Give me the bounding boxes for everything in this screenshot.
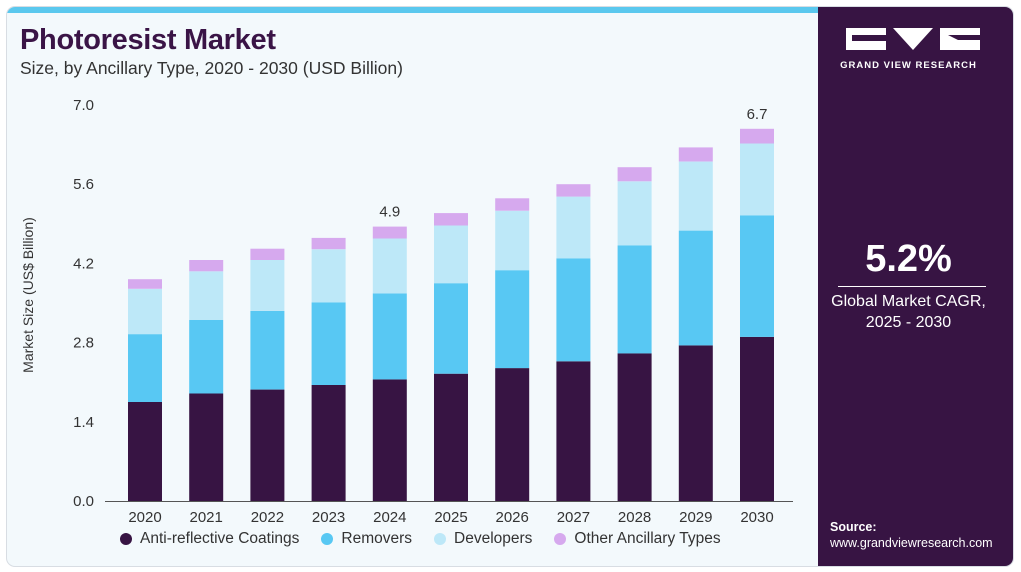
cagr-label-line2: 2025 - 2030 [865, 314, 952, 331]
legend-label: Anti-reflective Coatings [140, 530, 300, 547]
x-tick-label: 2029 [679, 509, 712, 526]
x-tick-label: 2020 [128, 509, 161, 526]
bar-segment-anti-reflective-coatings [250, 389, 285, 501]
x-tick-label: 2030 [740, 509, 773, 526]
bar-segment-removers [372, 293, 407, 380]
bar-segment-other-ancillary-types [556, 184, 591, 197]
bar-segment-other-ancillary-types [495, 198, 530, 211]
bar-segment-other-ancillary-types [311, 237, 346, 250]
legend-swatch [120, 533, 132, 545]
bar-segment-removers [128, 334, 162, 402]
y-tick-label: 7.0 [73, 97, 94, 114]
bar-segment-developers [434, 225, 468, 284]
legend-swatch [554, 533, 567, 545]
accent-bar [7, 7, 818, 13]
data-label: 6.7 [747, 106, 768, 123]
bar-segment-developers [678, 161, 713, 231]
legend-item: Anti-reflective Coatings [120, 530, 299, 548]
x-tick-label: 2024 [373, 509, 406, 526]
bar-segment-other-ancillary-types [250, 248, 285, 260]
x-tick-label: 2022 [251, 509, 284, 526]
y-tick-label: 2.8 [73, 335, 94, 352]
source-link[interactable]: www.grandviewresearch.com [830, 536, 993, 550]
brand-name: GRAND VIEW RESEARCH [840, 60, 977, 71]
grand-view-research-logo [846, 28, 980, 50]
legend-item: Developers [434, 530, 532, 548]
bar-segment-developers [250, 260, 285, 311]
legend-item: Other Ancillary Types [554, 530, 721, 548]
cagr-label-line1: Global Market CAGR, [831, 293, 986, 310]
bar-segment-removers [617, 245, 652, 354]
y-tick-label: 4.2 [73, 255, 94, 272]
x-tick-label: 2026 [496, 509, 529, 526]
x-tick-label: 2028 [618, 509, 651, 526]
bar-segment-anti-reflective-coatings [434, 373, 468, 501]
x-tick-label: 2021 [190, 509, 223, 526]
bar-segment-developers [372, 238, 407, 294]
bar-segment-removers [495, 270, 530, 369]
bar-segment-removers [311, 302, 346, 385]
bar-segment-anti-reflective-coatings [678, 345, 713, 501]
bar-segment-anti-reflective-coatings [740, 336, 774, 501]
y-tick-label: 1.4 [73, 414, 94, 431]
bar-segment-developers [128, 288, 162, 335]
bar-segment-removers [678, 230, 713, 346]
legend-label: Other Ancillary Types [574, 530, 721, 547]
bar-segment-anti-reflective-coatings [495, 368, 530, 501]
bar-segment-other-ancillary-types [678, 147, 713, 162]
bar-segment-anti-reflective-coatings [311, 385, 346, 501]
x-tick-label: 2027 [557, 509, 590, 526]
bar-segment-removers [189, 320, 224, 394]
y-tick-label: 0.0 [73, 493, 94, 510]
bar-segment-removers [434, 283, 468, 374]
bar-segment-removers [556, 258, 591, 362]
bar-segment-other-ancillary-types [189, 260, 224, 272]
legend-swatch [434, 533, 447, 545]
bar-segment-anti-reflective-coatings [372, 379, 407, 501]
bar-segment-developers [556, 196, 591, 259]
bar-segment-other-ancillary-types [372, 226, 407, 239]
bar-segment-anti-reflective-coatings [189, 393, 224, 501]
bar-segment-anti-reflective-coatings [556, 361, 591, 501]
cagr-label: Global Market CAGR, 2025 - 2030 [811, 291, 1006, 333]
bar-segment-other-ancillary-types [617, 167, 652, 182]
cagr-divider [838, 286, 986, 287]
bar-segment-developers [311, 249, 346, 303]
bar-segment-developers [189, 271, 224, 320]
legend-item: Removers [321, 530, 412, 548]
bar-segment-other-ancillary-types [740, 128, 774, 144]
bar-segment-removers [740, 215, 774, 337]
chart-title: Photoresist Market [20, 24, 276, 56]
chart-subtitle: Size, by Ancillary Type, 2020 - 2030 (US… [20, 58, 403, 78]
bar-segment-developers [495, 210, 530, 271]
data-label: 4.9 [379, 204, 400, 221]
source-title: Source: [830, 520, 877, 534]
bar-segment-other-ancillary-types [128, 279, 162, 289]
bar-segment-anti-reflective-coatings [617, 353, 652, 501]
chart-legend: Anti-reflective Coatings Removers Develope… [120, 528, 743, 550]
cagr-value: 5.2% [865, 238, 952, 280]
bar-segment-removers [250, 310, 285, 390]
x-tick-label: 2025 [434, 509, 467, 526]
legend-swatch [321, 533, 334, 545]
legend-label: Developers [454, 530, 533, 547]
legend-label: Removers [341, 530, 413, 547]
bar-segment-other-ancillary-types [434, 213, 468, 226]
y-tick-label: 5.6 [73, 176, 94, 193]
bar-segment-developers [617, 181, 652, 246]
bar-segment-developers [740, 143, 774, 216]
bar-segment-anti-reflective-coatings [128, 402, 162, 501]
x-tick-label: 2023 [312, 509, 345, 526]
